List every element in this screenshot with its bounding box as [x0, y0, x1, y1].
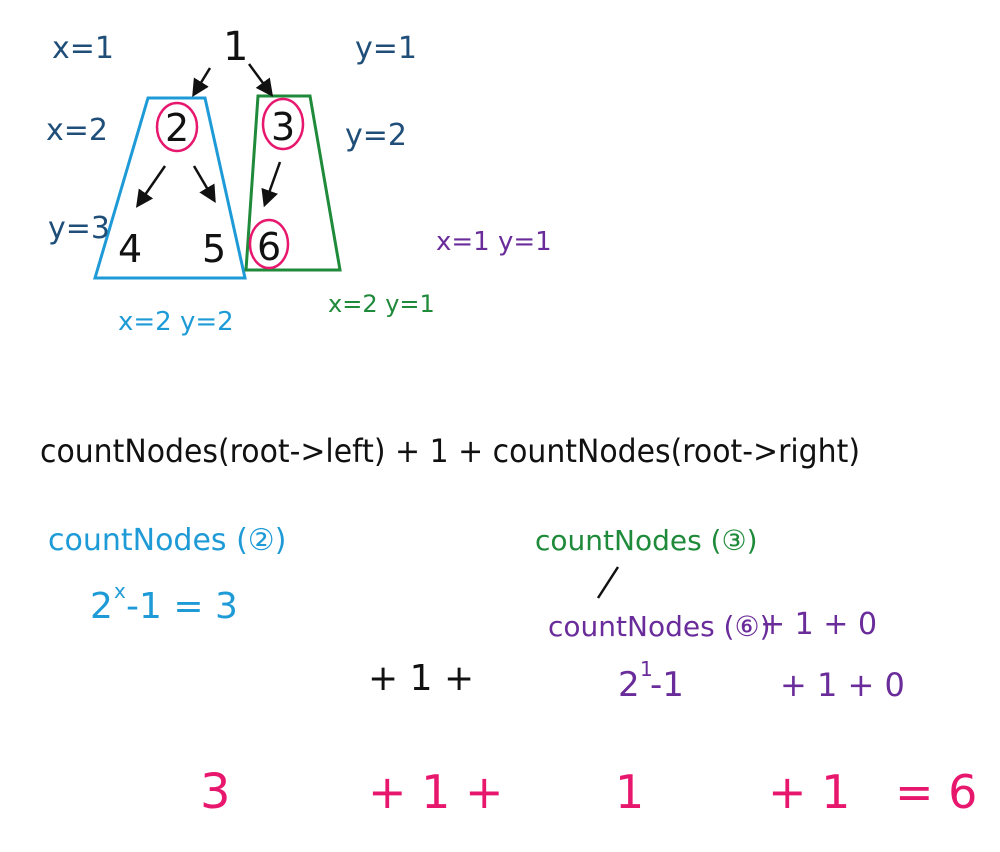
left-subtree-outline — [92, 96, 247, 280]
left-call: countNodes (②) — [48, 523, 286, 558]
right-calc-tail: + 1 + 0 — [780, 666, 905, 704]
annotation-x-1: x=1 — [52, 31, 114, 66]
right-call: countNodes (③) — [535, 524, 758, 557]
node-1: 1 — [223, 24, 248, 70]
result-equals: = 6 — [895, 765, 977, 819]
node-2: 2 — [165, 106, 189, 150]
right-subtree-outline — [244, 94, 342, 272]
left-result-exponent: x — [114, 579, 126, 603]
edge-1-2 — [192, 67, 212, 97]
result-term-2: 1 — [615, 765, 644, 819]
annotation-y-3: y=3 — [48, 211, 110, 246]
edge-2-5 — [192, 165, 216, 204]
node-3: 3 — [271, 105, 295, 149]
right-call-connector — [596, 566, 620, 599]
node-5: 5 — [202, 227, 226, 271]
right-sub-call: countNodes (⑥) — [548, 610, 771, 643]
node-6-circle — [248, 218, 290, 270]
edge-1-3 — [247, 63, 274, 97]
result-op-1: + 1 + — [368, 765, 504, 819]
left-subtree-label: x=2 y=2 — [118, 307, 234, 337]
middle-plus: + 1 + — [368, 658, 474, 699]
annotation-y-1: y=1 — [355, 31, 417, 66]
left-result-rest: -1 = 3 — [126, 586, 238, 627]
annotation-y-2: y=2 — [345, 118, 407, 153]
node-6-label: x=1 y=1 — [436, 227, 552, 257]
right-subtree-label: x=2 y=1 — [328, 290, 435, 318]
edge-3-6 — [261, 161, 282, 208]
left-result-base: 2 — [90, 586, 113, 627]
result-term-1: 3 — [200, 764, 231, 820]
node-4: 4 — [118, 227, 142, 271]
node-6: 6 — [257, 225, 281, 269]
right-calc-base: 2 — [618, 665, 640, 705]
result-op-2: + 1 — [768, 765, 850, 819]
right-calc-exponent: 1 — [640, 657, 653, 681]
right-sub-rest: + 1 + 0 — [760, 607, 877, 642]
node-2-circle — [155, 101, 199, 153]
annotation-x-2: x=2 — [46, 113, 108, 148]
node-3-circle — [261, 97, 305, 151]
right-calc-rest: -1 — [650, 665, 684, 705]
main-formula: countNodes(root->left) + 1 + countNodes(… — [40, 432, 860, 470]
edge-2-4 — [136, 165, 167, 208]
